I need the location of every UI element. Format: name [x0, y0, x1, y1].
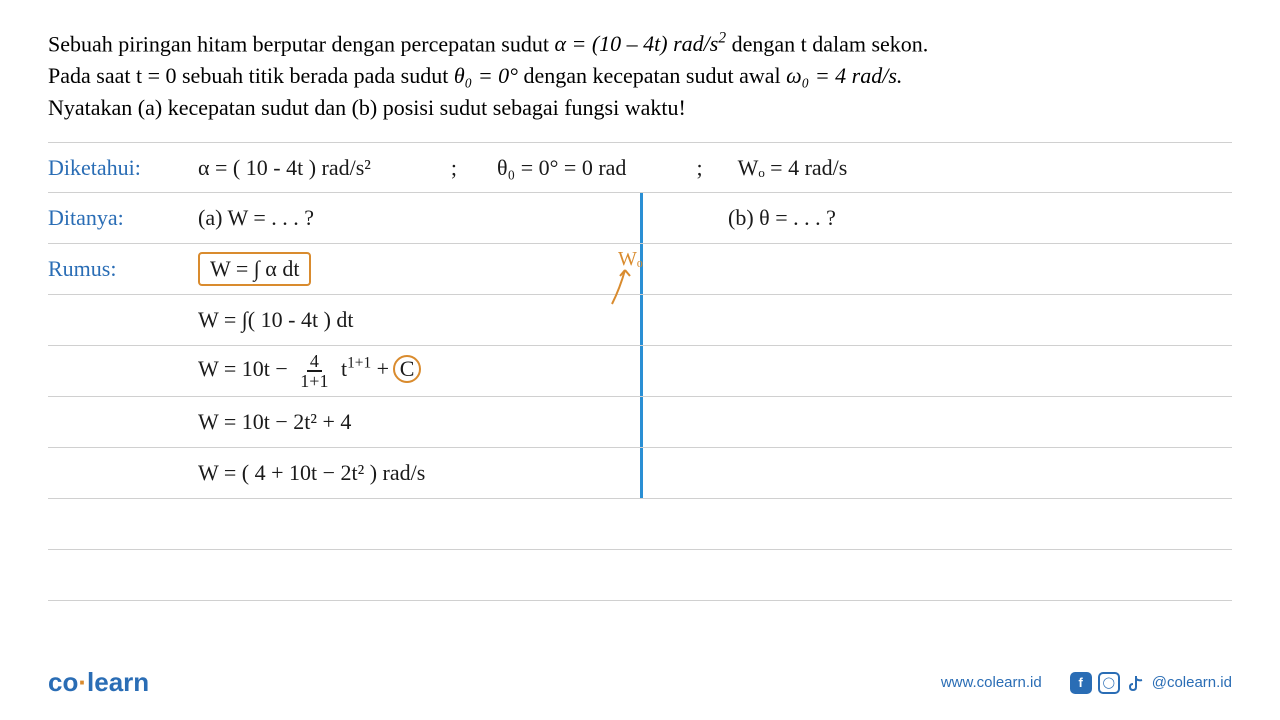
step3: W = 10t − 2t² + 4 — [198, 409, 351, 435]
label-rumus: Rumus: — [48, 256, 198, 282]
problem-text: Pada saat t = 0 sebuah titik berada pada… — [48, 63, 454, 88]
row-step2: W = 10t − 4 1+1 t1+1 +C — [48, 346, 1232, 397]
notebook-area: Diketahui: α = ( 10 - 4t ) rad/s² ; θ₀ =… — [0, 142, 1280, 601]
alpha-equation: α = (10 – 4t) rad/s2 — [554, 31, 726, 56]
constant-circle: C — [393, 355, 421, 383]
given-omega: Wₒ = 4 rad/s — [738, 155, 848, 181]
row-empty2 — [48, 550, 1232, 601]
label-diketahui: Diketahui: — [48, 155, 198, 181]
socials: www.colearn.id f ◯ @colearn.id — [941, 672, 1232, 694]
handle: @colearn.id — [1152, 674, 1232, 691]
question-b: (b) θ = . . . ? — [728, 205, 836, 231]
fraction: 4 1+1 — [297, 352, 331, 390]
semicolon: ; — [451, 155, 457, 181]
given-alpha: α = ( 10 - 4t ) rad/s² — [198, 155, 371, 181]
problem-text: dengan t dalam sekon. — [726, 31, 928, 56]
row-step1: W = ∫( 10 - 4t ) dt — [48, 295, 1232, 346]
semicolon: ; — [696, 155, 702, 181]
social-icons: f ◯ @colearn.id — [1070, 672, 1232, 694]
row-step4: W = ( 4 + 10t − 2t² ) rad/s — [48, 448, 1232, 499]
formula-box: W = ∫ α dt — [198, 252, 311, 286]
row-step3: W = 10t − 2t² + 4 — [48, 397, 1232, 448]
row-diketahui: Diketahui: α = ( 10 - 4t ) rad/s² ; θ₀ =… — [48, 142, 1232, 193]
omega0: ω₀ = 4 rad/s. — [786, 63, 902, 88]
url: www.colearn.id — [941, 674, 1042, 691]
problem-text: Sebuah piringan hitam berputar dengan pe… — [48, 31, 554, 56]
instagram-icon: ◯ — [1098, 672, 1120, 694]
row-ditanya: Ditanya: (a) W = . . . ? (b) θ = . . . ? — [48, 193, 1232, 244]
problem-text: dengan kecepatan sudut awal — [518, 63, 786, 88]
step1: W = ∫( 10 - 4t ) dt — [198, 307, 354, 333]
logo: co·learn — [48, 667, 149, 698]
tiktok-icon — [1126, 673, 1146, 693]
problem-statement: Sebuah piringan hitam berputar dengan pe… — [0, 0, 1280, 142]
label-ditanya: Ditanya: — [48, 205, 198, 231]
step2: W = 10t − 4 1+1 t1+1 +C — [198, 352, 421, 390]
row-empty1 — [48, 499, 1232, 550]
problem-text: Nyatakan (a) kecepatan sudut dan (b) pos… — [48, 95, 686, 120]
footer: co·learn www.colearn.id f ◯ @colearn.id — [48, 667, 1232, 698]
step4: W = ( 4 + 10t − 2t² ) rad/s — [198, 460, 425, 486]
facebook-icon: f — [1070, 672, 1092, 694]
row-rumus: Rumus: W = ∫ α dt Wₒ — [48, 244, 1232, 295]
given-theta: θ₀ = 0° = 0 rad — [497, 155, 626, 181]
question-a: (a) W = . . . ? — [198, 205, 314, 231]
theta0: θ₀ = 0° — [454, 63, 518, 88]
